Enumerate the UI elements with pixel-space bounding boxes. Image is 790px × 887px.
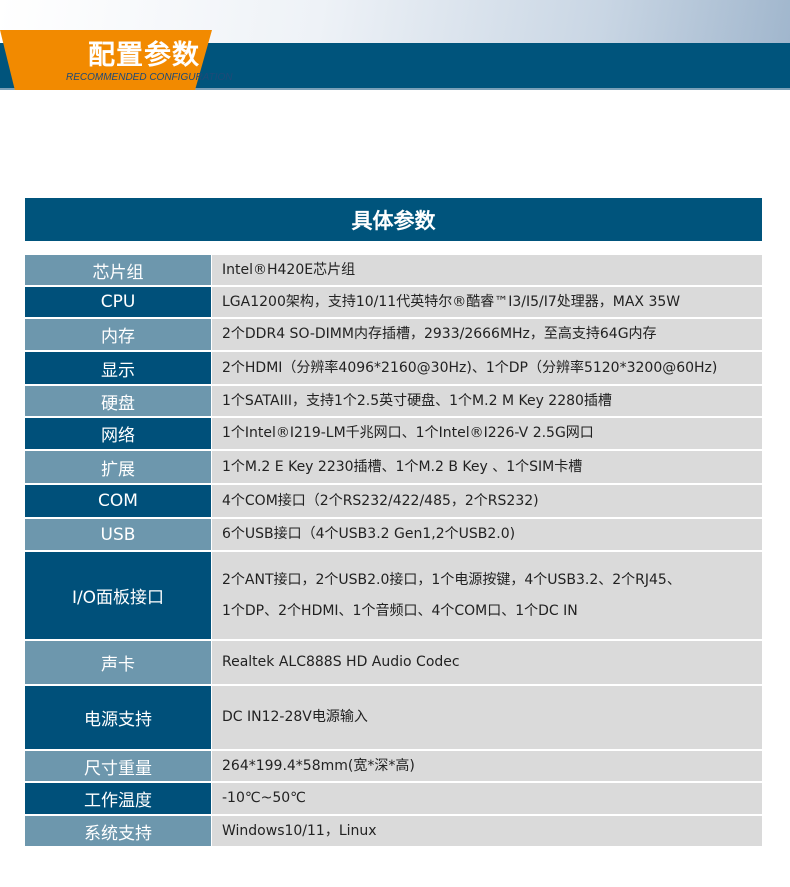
spec-label: 硬盘 (25, 386, 212, 416)
spec-value-line: Intel®H420E芯片组 (222, 261, 356, 278)
spec-value: 1个M.2 E Key 2230插槽、1个M.2 B Key 、1个SIM卡槽 (212, 451, 762, 483)
spec-value-line: 2个ANT接口，2个USB2.0接口，1个电源按键，4个USB3.2、2个RJ4… (222, 571, 681, 588)
spec-value-line: 1个DP、2个HDMI、1个音频口、4个COM口、1个DC IN (222, 602, 578, 619)
spec-label: I/O面板接口 (25, 552, 212, 639)
spec-label: 声卡 (25, 641, 212, 684)
spec-value: Realtek ALC888S HD Audio Codec (212, 641, 762, 684)
spec-row: 硬盘 1个SATAIII，支持1个2.5英寸硬盘、1个M.2 M Key 2280… (25, 386, 762, 418)
header-banner: 配置参数 RECOMMENDED CONFIGURATION (0, 0, 790, 90)
spec-value-line: LGA1200架构，支持10/11代英特尔®酷睿™I3/I5/I7处理器，MAX… (222, 293, 681, 310)
spec-value: 2个ANT接口，2个USB2.0接口，1个电源按键，4个USB3.2、2个RJ4… (212, 552, 762, 639)
spec-row: COM 4个COM接口（2个RS232/422/485，2个RS232) (25, 485, 762, 519)
spec-value: 2个DDR4 SO-DIMM内存插槽，2933/2666MHz，至高支持64G内… (212, 319, 762, 350)
spec-value-line: 1个SATAIII，支持1个2.5英寸硬盘、1个M.2 M Key 2280插槽 (222, 392, 612, 409)
spec-value-line: 1个M.2 E Key 2230插槽、1个M.2 B Key 、1个SIM卡槽 (222, 458, 583, 475)
spec-label: CPU (25, 287, 212, 317)
banner-subtitle: RECOMMENDED CONFIGURATION (66, 72, 233, 83)
spec-value: Intel®H420E芯片组 (212, 255, 762, 285)
spec-row: 网络 1个Intel®I219-LM千兆网口、1个Intel®I226-V 2.5… (25, 418, 762, 451)
spec-table: 芯片组 Intel®H420E芯片组 CPU LGA1200架构，支持10/11代英特… (25, 255, 762, 848)
spec-row: 芯片组 Intel®H420E芯片组 (25, 255, 762, 287)
spec-value-line: Realtek ALC888S HD Audio Codec (222, 654, 460, 670)
spec-row: 显示 2个HDMI（分辨率4096*2160@30Hz)、1个DP（分辨率5120… (25, 352, 762, 386)
spec-label: 电源支持 (25, 686, 212, 749)
spec-row: 声卡 Realtek ALC888S HD Audio Codec (25, 641, 762, 686)
spec-value-line: Windows10/11，Linux (222, 822, 377, 839)
spec-value: 6个USB接口（4个USB3.2 Gen1,2个USB2.0) (212, 519, 762, 550)
spec-value: -10℃~50℃ (212, 783, 762, 814)
spec-value-line: 1个Intel®I219-LM千兆网口、1个Intel®I226-V 2.5G网… (222, 425, 594, 441)
spec-label: 工作温度 (25, 783, 212, 814)
spec-label: USB (25, 519, 212, 550)
spec-label: COM (25, 485, 212, 517)
section-title: 具体参数 (25, 198, 762, 241)
spec-value-line: 2个DDR4 SO-DIMM内存插槽，2933/2666MHz，至高支持64G内… (222, 326, 657, 342)
spec-label: 显示 (25, 352, 212, 384)
spec-row: I/O面板接口 2个ANT接口，2个USB2.0接口，1个电源按键，4个USB3.… (25, 552, 762, 641)
spec-row: USB 6个USB接口（4个USB3.2 Gen1,2个USB2.0) (25, 519, 762, 552)
spec-label: 尺寸重量 (25, 751, 212, 781)
spec-value: 1个Intel®I219-LM千兆网口、1个Intel®I226-V 2.5G网… (212, 418, 762, 449)
spec-value: 2个HDMI（分辨率4096*2160@30Hz)、1个DP（分辨率5120*3… (212, 352, 762, 384)
spec-value: 4个COM接口（2个RS232/422/485，2个RS232) (212, 485, 762, 517)
spec-value: DC IN12-28V电源输入 (212, 686, 762, 749)
spec-label: 芯片组 (25, 255, 212, 285)
spec-label: 内存 (25, 319, 212, 350)
spec-value-line: -10℃~50℃ (222, 790, 306, 806)
spec-value-line: 2个HDMI（分辨率4096*2160@30Hz)、1个DP（分辨率5120*3… (222, 359, 718, 376)
spec-value: 264*199.4*58mm(宽*深*高) (212, 751, 762, 781)
spec-row: 电源支持 DC IN12-28V电源输入 (25, 686, 762, 751)
spec-value-line: 4个COM接口（2个RS232/422/485，2个RS232) (222, 492, 539, 509)
spec-value: Windows10/11，Linux (212, 816, 762, 846)
spec-value-line: 264*199.4*58mm(宽*深*高) (222, 757, 415, 774)
spec-row: 内存 2个DDR4 SO-DIMM内存插槽，2933/2666MHz，至高支持64… (25, 319, 762, 352)
spec-label: 系统支持 (25, 816, 212, 846)
spec-row: 工作温度 -10℃~50℃ (25, 783, 762, 816)
spec-value-line: 6个USB接口（4个USB3.2 Gen1,2个USB2.0) (222, 526, 516, 542)
spec-row: 扩展 1个M.2 E Key 2230插槽、1个M.2 B Key 、1个SIM卡… (25, 451, 762, 485)
banner-tab (0, 30, 212, 90)
spec-value-line: DC IN12-28V电源输入 (222, 709, 368, 725)
spec-row: CPU LGA1200架构，支持10/11代英特尔®酷睿™I3/I5/I7处理器，… (25, 287, 762, 319)
spec-label: 网络 (25, 418, 212, 449)
spec-row: 系统支持 Windows10/11，Linux (25, 816, 762, 848)
banner-title: 配置参数 (88, 40, 200, 71)
spec-value: LGA1200架构，支持10/11代英特尔®酷睿™I3/I5/I7处理器，MAX… (212, 287, 762, 317)
spec-label: 扩展 (25, 451, 212, 483)
spec-value: 1个SATAIII，支持1个2.5英寸硬盘、1个M.2 M Key 2280插槽 (212, 386, 762, 416)
spec-row: 尺寸重量 264*199.4*58mm(宽*深*高) (25, 751, 762, 783)
